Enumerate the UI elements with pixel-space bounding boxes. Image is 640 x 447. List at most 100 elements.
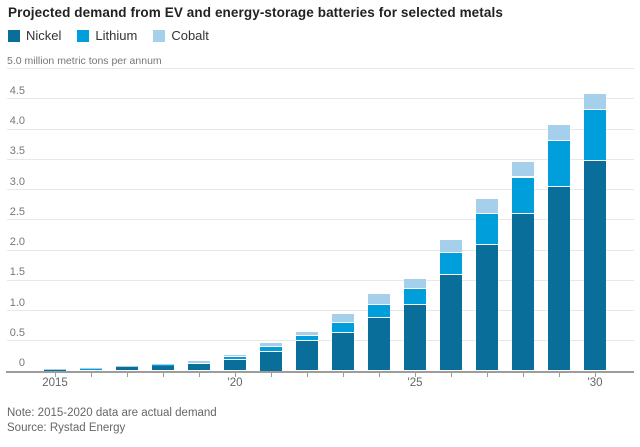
bar-segment-cobalt	[476, 199, 498, 215]
gridline	[7, 279, 634, 281]
legend-swatch-icon-cobalt	[153, 29, 166, 42]
chart-note: Note: 2015-2020 data are actual demand	[7, 407, 217, 419]
bar-segment-lithium	[188, 362, 210, 365]
x-axis-tick	[559, 372, 560, 377]
legend-swatch-icon-nickel	[8, 29, 20, 42]
x-axis-tick	[487, 372, 488, 377]
bar-segment-cobalt	[584, 94, 606, 110]
bar-segment-nickel	[188, 364, 210, 371]
y-axis-tick-label: 2.5	[9, 205, 25, 218]
bar-segment-nickel	[80, 368, 102, 371]
x-axis-tick	[595, 372, 596, 377]
x-axis-tick	[91, 372, 92, 377]
bar-segment-nickel	[476, 244, 498, 371]
chart-source: Source: Rystad Energy	[7, 422, 126, 434]
y-axis-unit-label: 5.0 million metric tons per annum	[7, 55, 162, 67]
x-axis-tick	[523, 372, 524, 377]
gridline	[7, 189, 634, 190]
legend-item-lithium: Lithium	[77, 28, 137, 43]
x-axis-tick	[415, 372, 416, 377]
bar-segment-cobalt	[152, 364, 174, 366]
bar-segment-cobalt	[224, 354, 246, 357]
bar-segment-nickel	[584, 161, 606, 371]
bar-segment-lithium	[476, 214, 498, 245]
x-axis-tick-label: 2015	[42, 377, 68, 389]
bar-segment-nickel	[224, 360, 246, 371]
x-axis-tick	[343, 372, 344, 377]
chart-legend: Nickel Lithium Cobalt	[8, 28, 225, 43]
bar-segment-cobalt	[296, 331, 318, 336]
chart-title: Projected demand from EV and energy-stor…	[8, 5, 503, 20]
x-axis-tick	[127, 372, 128, 377]
x-axis-tick	[55, 372, 56, 377]
bar-segment-nickel	[44, 369, 66, 371]
gridline	[7, 68, 634, 69]
gridline	[7, 249, 634, 251]
gridline	[7, 340, 634, 342]
bar-segment-lithium	[404, 289, 426, 306]
bar-segment-lithium	[116, 366, 138, 368]
gridline	[7, 158, 634, 160]
bar-segment-lithium	[368, 305, 390, 318]
legend-item-cobalt: Cobalt	[153, 28, 209, 43]
bar-segment-lithium	[440, 253, 462, 275]
legend-item-nickel: Nickel	[8, 28, 61, 43]
y-axis-tick-label: 4.0	[9, 115, 25, 127]
gridline	[7, 98, 634, 100]
bar-segment-lithium	[152, 365, 174, 366]
x-axis-tick	[235, 372, 236, 377]
x-axis-tick	[199, 372, 200, 377]
x-axis-tick	[271, 372, 272, 377]
x-axis-tick-label: '30	[587, 377, 603, 389]
bar-segment-cobalt	[440, 239, 462, 254]
x-axis-tick	[163, 372, 164, 377]
gridline	[7, 310, 634, 311]
bar-segment-nickel	[404, 305, 426, 371]
bar-segment-lithium	[260, 346, 282, 352]
bar-segment-cobalt	[332, 313, 354, 324]
bar-segment-nickel	[296, 341, 318, 371]
y-axis-tick-label: 3.0	[9, 175, 25, 188]
x-axis-line	[6, 370, 634, 373]
legend-swatch-icon-lithium	[77, 29, 90, 42]
x-axis-tick-label: '25	[407, 377, 423, 389]
legend-label-cobalt: Cobalt	[171, 28, 209, 43]
bar-segment-nickel	[368, 317, 390, 371]
y-axis-tick-label: 0.5	[9, 326, 25, 339]
bar-segment-cobalt	[188, 361, 210, 363]
bar-segment-lithium	[548, 140, 570, 187]
y-axis-tick-label: 1.0	[9, 296, 25, 309]
bar-segment-cobalt	[260, 342, 282, 347]
gridline	[7, 128, 634, 130]
bar-segment-nickel	[440, 274, 462, 371]
bar-segment-cobalt	[368, 294, 390, 306]
y-axis-tick-label: 3.5	[9, 145, 25, 158]
x-axis-tick-label: '20	[227, 377, 243, 389]
bar-segment-lithium	[512, 177, 534, 215]
bar-segment-nickel	[260, 351, 282, 371]
y-axis-tick-label: 2.0	[9, 236, 25, 248]
legend-label-nickel: Nickel	[26, 28, 62, 43]
bar-segment-nickel	[152, 365, 174, 371]
bar-segment-nickel	[548, 186, 570, 371]
bar-segment-nickel	[332, 332, 354, 371]
y-axis-tick-label: 0	[18, 357, 25, 369]
bar-segment-nickel	[512, 214, 534, 371]
bar-segment-nickel	[116, 367, 138, 371]
x-axis-tick	[379, 372, 380, 377]
gridline	[7, 219, 634, 221]
bar-segment-lithium	[296, 336, 318, 342]
bar-segment-cobalt	[548, 125, 570, 141]
bar-segment-lithium	[224, 356, 246, 361]
y-axis-tick-label: 1.5	[9, 266, 25, 279]
bar-segment-cobalt	[512, 161, 534, 178]
x-axis-tick	[307, 372, 308, 377]
bar-segment-lithium	[332, 323, 354, 333]
bar-segment-cobalt	[404, 278, 426, 290]
x-axis-tick	[451, 372, 452, 377]
y-axis-tick-label: 4.5	[9, 84, 25, 97]
bar-segment-lithium	[584, 109, 606, 162]
legend-label-lithium: Lithium	[95, 28, 138, 43]
